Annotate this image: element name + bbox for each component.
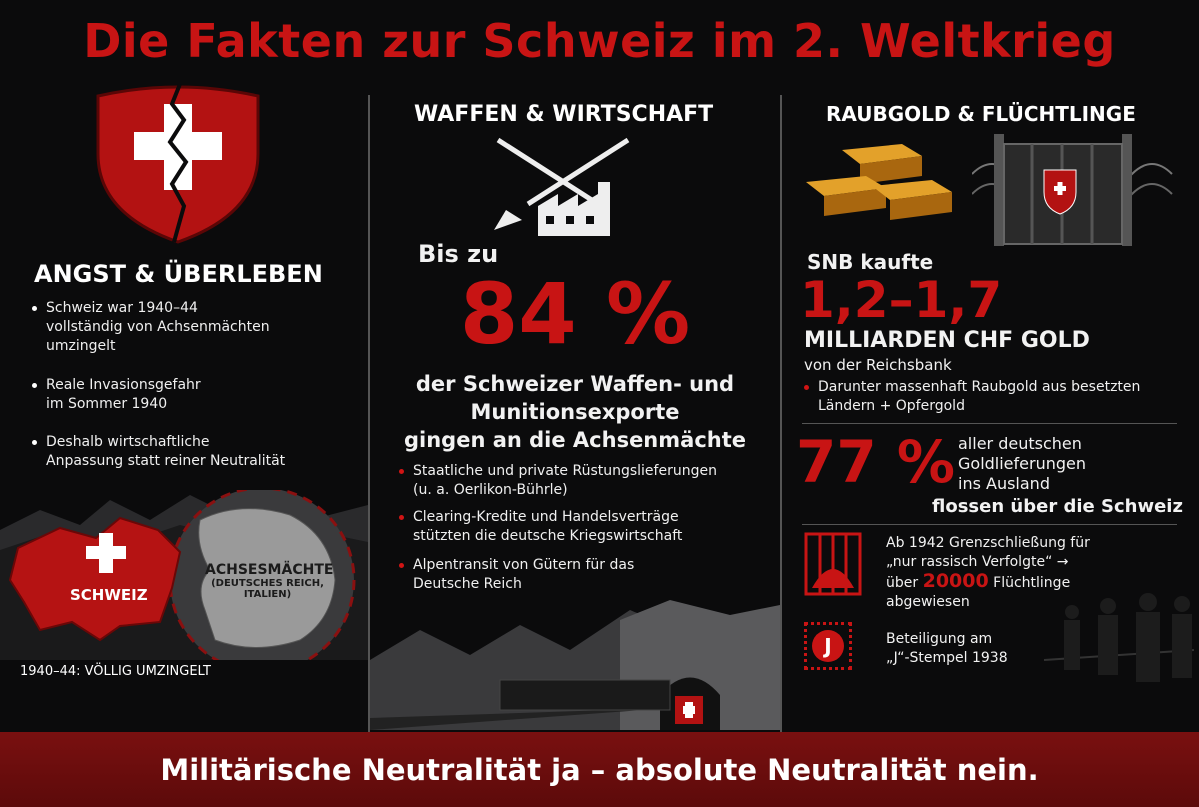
bullet-item: Reale Invasionsgefahr im Sommer 1940 xyxy=(32,377,201,412)
j-stamp-icon: J xyxy=(804,622,852,670)
divider-line xyxy=(802,423,1177,424)
axis-map xyxy=(0,490,368,660)
bullet-item: Schweiz war 1940–44 vollständig von Achse… xyxy=(32,300,270,354)
column-divider xyxy=(368,95,370,735)
gold-unit: MILLIARDEN CHF GOLD xyxy=(804,328,1090,353)
alpine-train-scene xyxy=(370,600,780,730)
refugee-text: Ab 1942 Grenzschließung für „nur rassisc… xyxy=(886,535,1090,610)
column-divider xyxy=(780,95,782,735)
closed-border-icon xyxy=(804,532,862,596)
snb-label: SNB kaufte xyxy=(807,250,934,274)
refugees-silhouette xyxy=(1044,593,1194,682)
gold-percentage-text: aller deutschen Goldlieferungen ins Auslan… xyxy=(958,434,1086,493)
map-caption: 1940–44: VÖLLIG UMZINGELT xyxy=(20,664,211,679)
column-angst: ANGST & ÜBERLEBEN Schweiz war 1940–44 vol… xyxy=(0,84,368,730)
gold-percentage: 77 % xyxy=(796,428,956,496)
divider-line xyxy=(802,524,1177,525)
refugee-count: 20000 xyxy=(922,570,989,592)
stamp-text: Beteiligung am „J“-Stempel 1938 xyxy=(886,631,1008,666)
gold-bars-icon xyxy=(806,144,952,220)
section-heading: RAUBGOLD & FLÜCHTLINGE xyxy=(826,102,1136,126)
lead-in-text: Bis zu xyxy=(418,240,499,268)
column-waffen: WAFFEN & WIRTSCHAFT Bis zu 84 % der Schw… xyxy=(370,90,780,730)
bullet-item: Clearing-Kredite und Handelsverträge stüt… xyxy=(398,509,683,544)
bullet-item: Alpentransit von Gütern für das Deutsche … xyxy=(398,557,635,592)
footer-banner: Militärische Neutralität ja – absolute N… xyxy=(0,732,1199,807)
footer-text: Militärische Neutralität ja – absolute N… xyxy=(160,752,1039,787)
gold-amount: 1,2–1,7 xyxy=(800,271,1003,329)
cracked-shield-icon xyxy=(96,84,260,244)
bullet-item: Deshalb wirtschaftliche Anpassung statt r… xyxy=(31,434,286,469)
big-percentage: 84 % xyxy=(459,265,691,363)
map-label-axis: ACHSESMÄCHTE (DEUTSCHES REICH, ITALIEN) xyxy=(205,562,334,600)
section-heading: WAFFEN & WIRTSCHAFT xyxy=(414,102,714,127)
page-title: Die Fakten zur Schweiz im 2. Weltkrieg xyxy=(83,14,1116,68)
gold-percentage-emphasis: flossen über die Schweiz xyxy=(932,496,1183,517)
bullet-item: Staatliche und private Rüstungslieferung… xyxy=(399,463,717,498)
map-label-schweiz: SCHWEIZ xyxy=(70,586,148,604)
weapons-factory-icon xyxy=(494,137,630,236)
border-gate-icon xyxy=(972,134,1173,246)
percentage-description: der Schweizer Waffen- und Munitionsexport… xyxy=(403,372,746,452)
bullet-item: Darunter massenhaft Raubgold aus besetzt… xyxy=(803,379,1141,414)
column-raubgold: RAUBGOLD & FLÜCHTLINGE SNB kaufte 1,2–1,… xyxy=(782,90,1199,730)
gold-source: von der Reichsbank xyxy=(804,356,952,374)
section-heading: ANGST & ÜBERLEBEN xyxy=(34,260,323,288)
